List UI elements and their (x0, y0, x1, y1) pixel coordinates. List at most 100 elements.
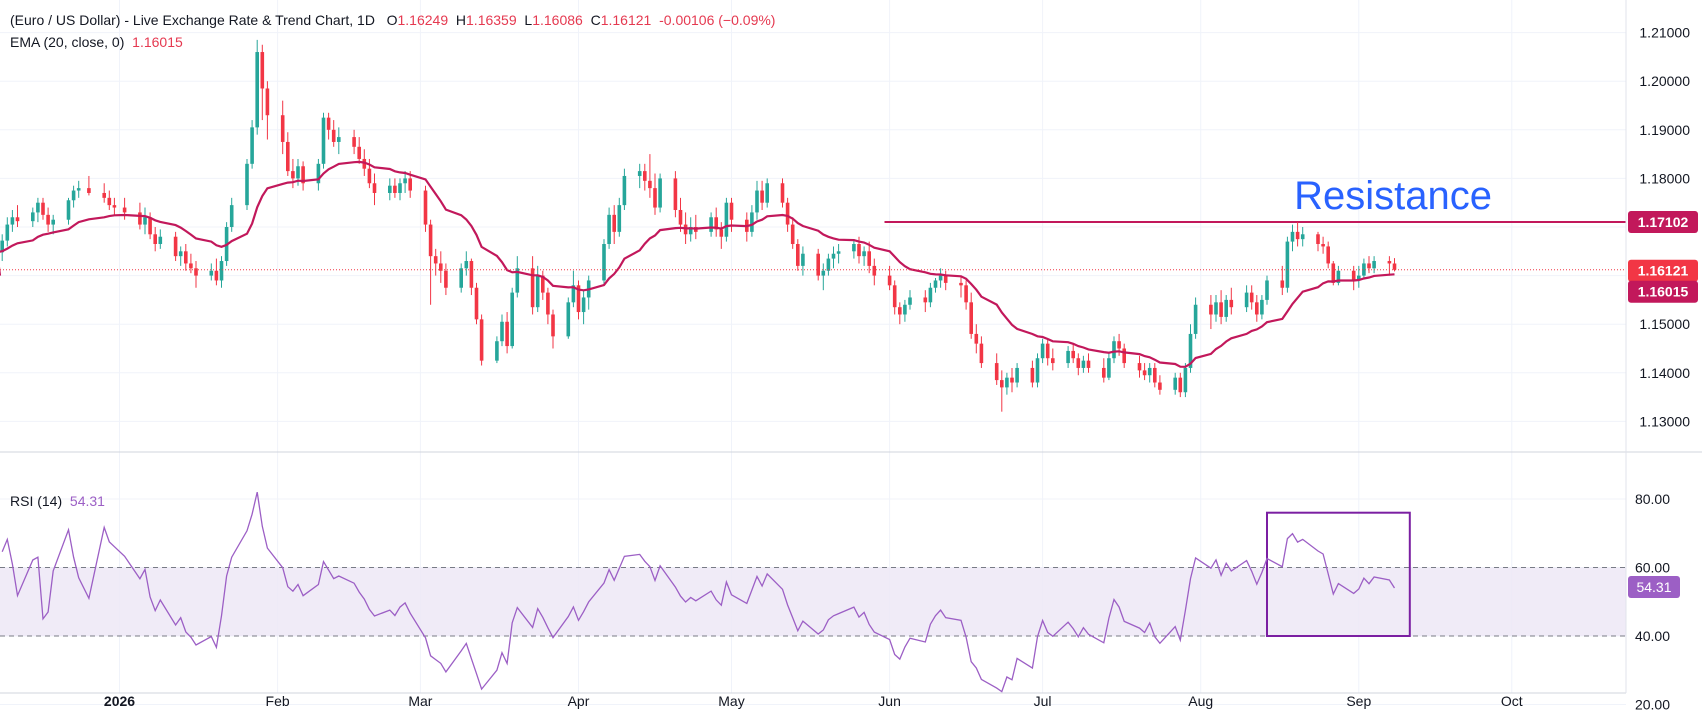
candle (1285, 236, 1290, 293)
candle-body (892, 285, 897, 308)
candle (831, 246, 836, 269)
candle-body (1260, 299, 1264, 315)
candle (617, 197, 622, 237)
candle-body (1244, 292, 1249, 308)
candle-body (653, 188, 657, 208)
candle-body (1035, 358, 1040, 383)
candle-body (1300, 234, 1305, 240)
candle (1142, 363, 1147, 381)
candle (66, 197, 71, 225)
candle-body (938, 275, 943, 281)
candle-body (1107, 358, 1111, 378)
candle-body (229, 205, 234, 227)
candle (102, 183, 106, 203)
candle (469, 258, 474, 296)
candle-body (643, 171, 647, 181)
candle-body (464, 261, 469, 269)
svg-text:1.17102: 1.17102 (1638, 214, 1689, 230)
candle (1326, 241, 1330, 269)
candle-body (1117, 341, 1121, 349)
candle-body (1209, 304, 1213, 315)
candle-body (724, 202, 729, 237)
candle (622, 168, 627, 210)
candle-body (1336, 270, 1341, 283)
candle (1290, 224, 1295, 252)
candle (1265, 275, 1269, 305)
candle (337, 127, 341, 155)
time-tick-label: May (718, 693, 744, 709)
candle-body (357, 146, 361, 159)
candle (36, 197, 40, 223)
candle (1214, 295, 1218, 322)
candle (398, 178, 402, 201)
candle (1107, 353, 1111, 381)
candle (0, 234, 4, 262)
candle-body (296, 166, 300, 179)
candle-body (546, 292, 550, 315)
candle (1372, 256, 1376, 274)
candle (607, 207, 611, 249)
candle-body (1147, 367, 1152, 376)
candle-body (173, 236, 178, 257)
candle (1209, 295, 1213, 330)
candle-body (1076, 358, 1081, 368)
candle-body (500, 321, 504, 342)
candle (653, 173, 657, 215)
candle (15, 205, 20, 227)
candle (872, 258, 877, 286)
rsi-polyline (1, 491, 1396, 693)
candle (1045, 338, 1050, 366)
candle-body (189, 263, 193, 269)
candle (1357, 265, 1361, 288)
candle-body (602, 244, 606, 281)
candle (316, 158, 321, 191)
candle (194, 261, 198, 288)
candle (357, 137, 361, 164)
candle (780, 178, 785, 208)
candle-body (1173, 377, 1177, 390)
candle-body (1372, 261, 1376, 269)
candle (1102, 358, 1106, 383)
last-price-tag: 1.16121 (1628, 259, 1698, 282)
candle (1071, 343, 1075, 364)
candle (602, 239, 606, 286)
candle-body (867, 251, 871, 266)
candle (41, 197, 45, 220)
candle (1183, 363, 1188, 398)
candle-body (688, 227, 693, 235)
candle (1300, 227, 1305, 247)
candle (714, 207, 718, 237)
ema-price-tag: 1.16015 (1628, 280, 1698, 303)
candle-body (551, 314, 555, 337)
rsi-tick-label: 20.00 (1635, 697, 1670, 713)
legend-rsi: RSI (14) 54.31 (10, 493, 105, 509)
candle-body (209, 270, 214, 276)
candle-body (510, 292, 514, 347)
candle-body (1357, 275, 1361, 281)
candle (433, 248, 438, 276)
ema-line (0, 160, 1395, 368)
candle (933, 278, 938, 293)
candle-body (933, 280, 938, 288)
candle (765, 178, 769, 208)
candle (1040, 338, 1045, 364)
price-tick-label: 1.14000 (1639, 365, 1690, 381)
candle (1147, 363, 1152, 383)
candle-body (974, 333, 979, 344)
candle (184, 244, 188, 271)
candle (439, 251, 443, 283)
candle-body (1153, 367, 1157, 383)
candle-body (36, 202, 40, 213)
candle-body (1367, 263, 1371, 269)
candle (5, 217, 10, 247)
candle (566, 297, 571, 339)
candle (505, 312, 509, 354)
legend-close: 1.16121 (600, 12, 652, 28)
candle (1153, 363, 1157, 388)
candle-body (219, 261, 224, 281)
candle-body (352, 137, 356, 147)
candle-body (71, 190, 76, 201)
candle-body (898, 307, 902, 315)
candle (1255, 295, 1259, 322)
